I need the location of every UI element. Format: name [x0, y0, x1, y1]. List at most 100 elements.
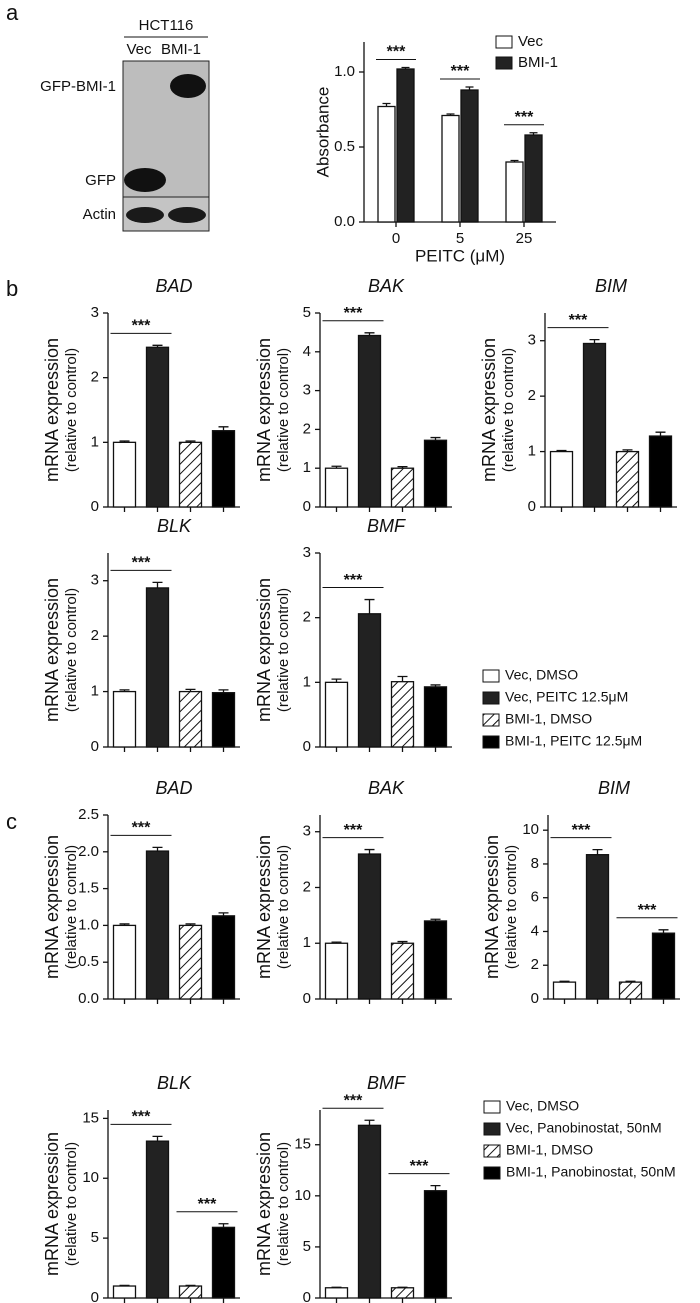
bar	[423, 920, 448, 1000]
significance-label: ***	[572, 822, 591, 839]
bar	[524, 134, 543, 223]
bar	[145, 1140, 170, 1299]
western-blot: HCT116 Vec BMI-1 GFP-BMI-1 GFP Actin	[40, 17, 210, 232]
y-axis-label: mRNA expression	[42, 338, 62, 482]
legend-label: BMI-1	[518, 54, 558, 71]
bar	[211, 430, 236, 508]
y-axis-label: (relative to control)	[63, 1142, 80, 1266]
bar	[112, 441, 137, 508]
y-tick-label: 2	[303, 420, 311, 437]
error-bar	[430, 918, 441, 921]
y-tick-label: 3	[303, 544, 311, 561]
y-tick-label: 5	[91, 1229, 99, 1246]
error-bar	[625, 980, 636, 983]
error-bar	[658, 929, 669, 934]
bar	[377, 105, 396, 223]
bar	[324, 942, 349, 1000]
y-axis-label: (relative to control)	[503, 845, 520, 969]
error-bar	[152, 344, 163, 348]
bar	[460, 89, 479, 223]
y-tick-label: 1	[91, 683, 99, 700]
significance-label: ***	[132, 1109, 151, 1126]
error-bar	[119, 923, 130, 926]
error-bar	[382, 102, 391, 107]
chart-title: BAD	[155, 276, 192, 296]
significance-label: ***	[344, 305, 363, 322]
x-tick-label: 0	[392, 230, 400, 247]
y-axis-label: mRNA expression	[254, 338, 274, 482]
error-bar	[364, 598, 375, 614]
bar	[396, 68, 415, 223]
lane-label: Vec	[126, 41, 152, 58]
legend-swatch	[483, 1122, 501, 1136]
y-tick-label: 0	[303, 738, 311, 755]
y-tick-label: 0	[531, 990, 539, 1007]
y-axis-label: (relative to control)	[500, 348, 517, 472]
error-bar	[589, 338, 600, 344]
significance-label: ***	[132, 555, 151, 572]
legend-swatch	[482, 691, 500, 705]
error-bar	[655, 431, 666, 437]
significance-label: ***	[132, 820, 151, 837]
band	[124, 168, 166, 192]
bar	[552, 981, 577, 1000]
chart-title: BAK	[368, 778, 405, 798]
error-bar	[152, 1135, 163, 1142]
legend-label: Vec, PEITC 12.5μM	[505, 689, 628, 705]
y-tick-label: 8	[531, 855, 539, 872]
bar	[211, 692, 236, 748]
error-bar	[430, 436, 441, 441]
error-bar	[465, 86, 474, 90]
bar	[390, 681, 415, 748]
bar	[618, 981, 643, 1000]
legend-swatch	[482, 713, 500, 727]
band	[168, 207, 206, 223]
bar	[648, 435, 673, 508]
y-axis-label: mRNA expression	[254, 578, 274, 722]
legend-swatch	[483, 1166, 501, 1180]
error-bar	[559, 980, 570, 983]
y-tick-label: 0	[528, 498, 536, 515]
panel-label: b	[6, 276, 18, 301]
bar	[390, 467, 415, 508]
y-tick-label: 10	[522, 821, 539, 838]
panel-label: a	[6, 0, 19, 25]
x-tick-label: 25	[516, 230, 533, 247]
error-bar	[218, 689, 229, 693]
y-tick-label: 2	[91, 627, 99, 644]
band-label: GFP	[85, 172, 116, 189]
chart-title: BMF	[367, 1073, 406, 1093]
y-tick-label: 1	[528, 443, 536, 460]
y-tick-label: 0	[303, 498, 311, 515]
error-bar	[401, 66, 410, 69]
band	[170, 74, 206, 98]
band-label: Actin	[83, 206, 116, 223]
y-tick-label: 0	[91, 738, 99, 755]
y-tick-label: 15	[82, 1109, 99, 1126]
significance-label: ***	[198, 1196, 217, 1213]
bar	[423, 439, 448, 508]
panel-label: c	[6, 809, 17, 834]
y-tick-label: 3	[303, 823, 311, 840]
legend-swatch	[495, 35, 513, 49]
error-bar	[185, 688, 196, 692]
cell-line: HCT116	[139, 17, 194, 34]
y-tick-label: 0.0	[78, 990, 99, 1007]
y-tick-label: 2	[531, 956, 539, 973]
y-tick-label: 1	[91, 433, 99, 450]
x-axis-label: PEITC (μM)	[415, 246, 505, 265]
error-bar	[152, 846, 163, 852]
lane-label: BMI-1	[161, 41, 201, 58]
y-axis-label: mRNA expression	[254, 1132, 274, 1276]
error-bar	[185, 1284, 196, 1287]
error-bar	[152, 581, 163, 588]
bar	[145, 346, 170, 508]
error-bar	[397, 675, 408, 682]
bar	[651, 932, 676, 1000]
chart-title: BAD	[155, 778, 192, 798]
bar	[211, 1226, 236, 1299]
error-bar	[364, 1119, 375, 1126]
y-axis-label: (relative to control)	[275, 845, 292, 969]
y-axis-label: (relative to control)	[275, 1142, 292, 1266]
